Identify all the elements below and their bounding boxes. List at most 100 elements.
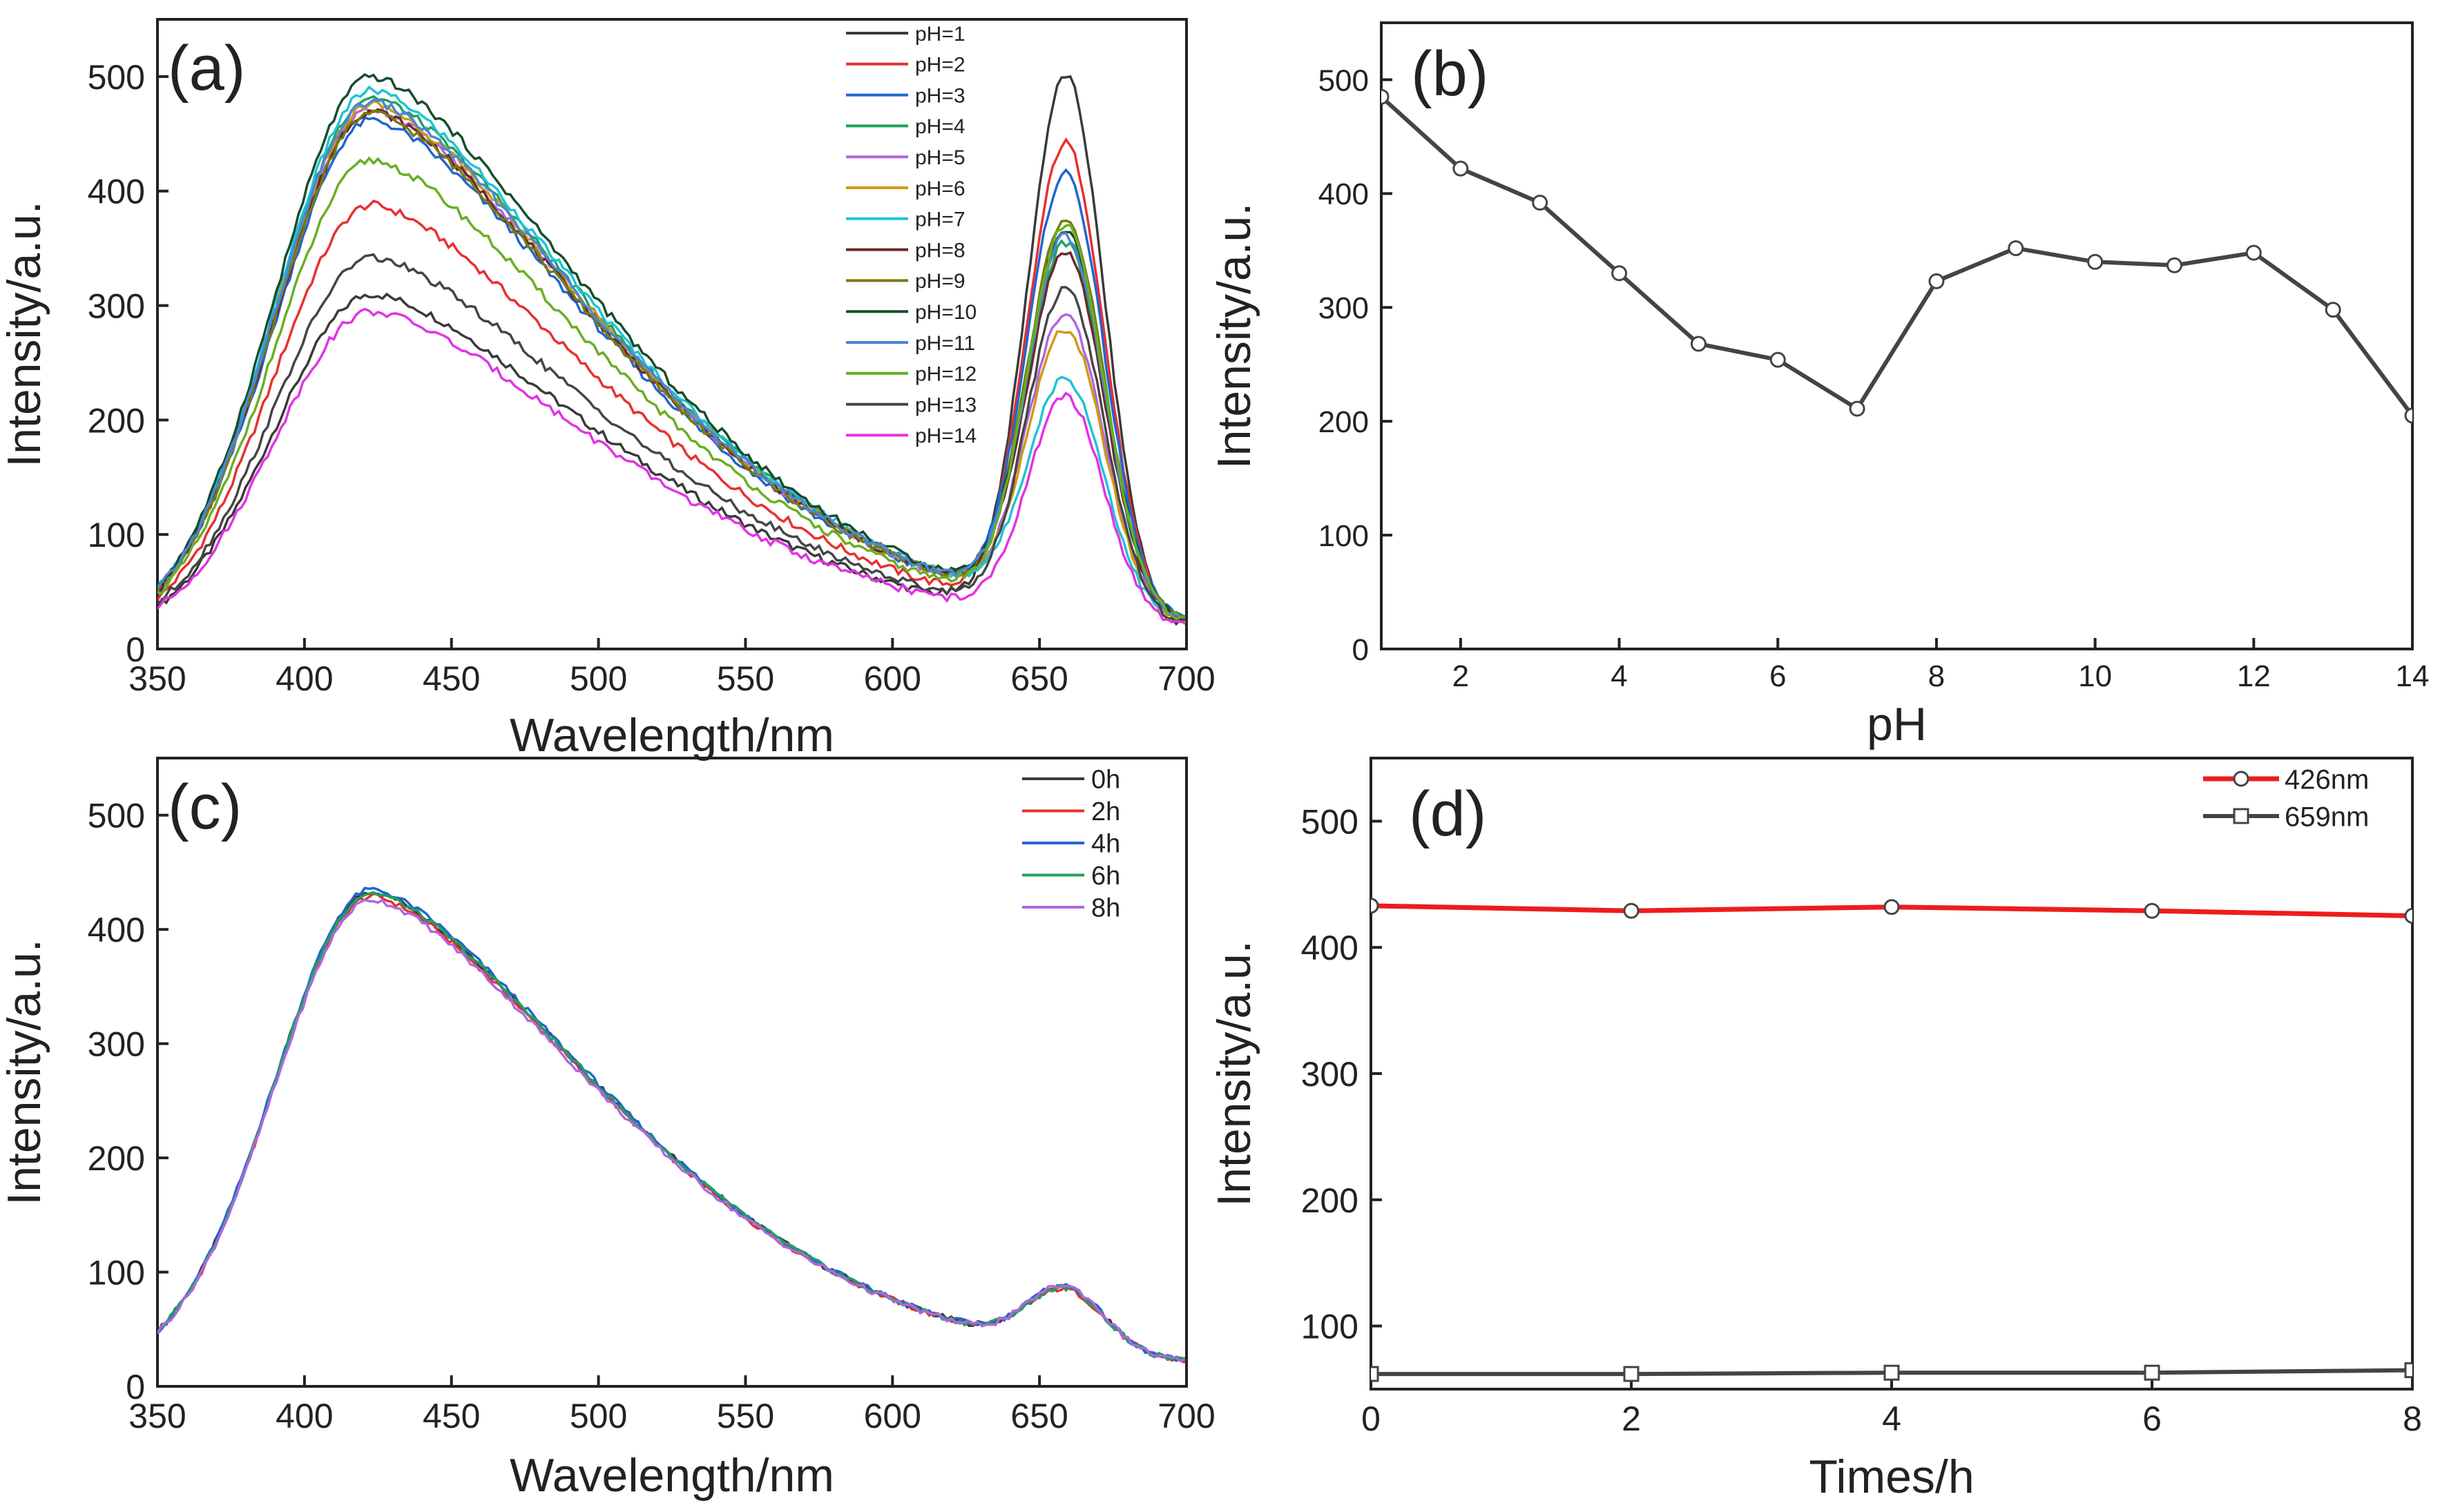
legend-marker: [2233, 808, 2249, 824]
legend: pH=1 pH=2 pH=3 pH=4 pH=5 pH=6 pH=7 pH=8 pH=9 pH=1…: [846, 23, 977, 447]
x-tick-label: 400: [276, 1397, 333, 1435]
data-point: [2404, 908, 2412, 924]
series-line-ph13: [157, 253, 1186, 626]
y-tick-label: 300: [88, 1025, 145, 1064]
x-tick-label: 8: [1928, 659, 1945, 693]
plot-area: [157, 886, 1186, 1364]
data-point: [1623, 902, 1640, 919]
legend-entry: pH=4: [915, 115, 966, 138]
x-tick-label: 400: [276, 659, 333, 698]
series-line-8h: [157, 898, 1186, 1363]
data-point: [2325, 302, 2341, 318]
plot-frame: [1380, 21, 2414, 650]
legend-entry: 8h: [1091, 894, 1120, 923]
legend-entry: 426nm: [2285, 764, 2369, 795]
legend-entry: pH=5: [915, 146, 966, 169]
x-tick-label: 12: [2237, 659, 2271, 693]
x-tick-label: 500: [570, 1397, 627, 1435]
y-tick-label: 200: [88, 1139, 145, 1178]
plot-area: [1381, 88, 2412, 424]
x-tick-label: 500: [570, 659, 627, 698]
data-point: [1532, 195, 1548, 211]
legend-entry: pH=6: [915, 177, 966, 200]
series-line-ph14: [157, 307, 1186, 623]
y-tick-label: 300: [1301, 1055, 1358, 1094]
legend-entry: pH=7: [915, 209, 966, 231]
x-tick-label: 8: [2403, 1399, 2422, 1438]
plot-area: [157, 72, 1187, 626]
y-tick-label: 0: [1352, 633, 1369, 667]
x-tick-label: 450: [423, 659, 480, 698]
data-point: [2245, 244, 2262, 261]
series-line-0h: [157, 891, 1186, 1363]
series-line-ph-intensity: [1381, 95, 2412, 417]
x-tick-label: 10: [2078, 659, 2112, 693]
legend-marker: [2233, 770, 2249, 787]
y-axis-label: Intensity/a.u.: [0, 201, 50, 467]
x-tick-label: 700: [1157, 659, 1215, 698]
data-point: [2087, 253, 2104, 270]
y-tick-label: 400: [1318, 177, 1369, 211]
x-tick-label: 2: [1622, 1399, 1641, 1438]
plot-frame: [156, 757, 1188, 1388]
data-point: [1623, 1366, 1640, 1382]
legend-entry: pH=10: [915, 301, 977, 324]
legend-entry: 4h: [1091, 830, 1120, 859]
y-tick-label: 100: [1301, 1308, 1358, 1346]
data-point: [1849, 400, 1865, 417]
series-line-ph2: [157, 137, 1186, 625]
x-tick-label: 650: [1010, 659, 1068, 698]
plot-area: [1371, 898, 2412, 1382]
x-tick-label: 450: [423, 1397, 480, 1435]
panel-label: (c): [168, 772, 242, 842]
series-line-6h: [157, 891, 1186, 1361]
data-point: [2008, 240, 2024, 257]
data-point: [1883, 1364, 1900, 1381]
x-tick-label: 4: [1882, 1399, 1901, 1438]
data-point: [2404, 407, 2412, 424]
legend-entry: pH=13: [915, 394, 977, 416]
y-axis-label: Intensity/a.u.: [1208, 940, 1260, 1207]
y-tick-label: 100: [88, 516, 145, 554]
y-tick-label: 500: [1318, 64, 1369, 97]
legend-entry: pH=11: [915, 332, 975, 355]
series-line-ph3: [157, 116, 1186, 619]
data-point: [1452, 160, 1469, 177]
x-tick-label: 350: [128, 659, 186, 698]
legend-entry: pH=1: [915, 23, 966, 46]
legend-entry: pH=14: [915, 425, 977, 447]
x-tick-label: 550: [717, 1397, 774, 1435]
y-axis-label: Intensity/a.u.: [0, 939, 50, 1205]
chart-panel-3: 350 400 450 500 550 600 650 700 0 100 200 300 400 500…: [0, 757, 1216, 1502]
data-point: [2144, 902, 2160, 919]
x-tick-label: 4: [1611, 659, 1627, 693]
data-point: [2166, 257, 2182, 273]
x-tick-label: 600: [864, 1397, 921, 1435]
panel-label: (a): [168, 33, 245, 104]
y-tick-label: 400: [88, 173, 145, 211]
y-tick-label: 200: [88, 401, 145, 440]
panel-label: (d): [1409, 779, 1486, 849]
x-tick-label: 650: [1010, 1397, 1068, 1435]
data-point: [1690, 336, 1707, 352]
data-point: [1611, 265, 1628, 282]
legend-entry: 659nm: [2285, 802, 2369, 832]
legend-entry: pH=12: [915, 363, 977, 386]
y-tick-label: 100: [88, 1254, 145, 1292]
panel-label: (b): [1411, 39, 1488, 109]
x-axis-label: Wavelength/nm: [510, 709, 834, 762]
y-tick-label: 0: [126, 630, 145, 669]
y-tick-label: 200: [1318, 405, 1369, 439]
x-tick-label: 350: [128, 1397, 186, 1435]
plot-frame: [1370, 757, 2414, 1390]
series-line-4h: [157, 886, 1186, 1363]
series-line-ph1: [157, 75, 1187, 625]
data-point: [1381, 88, 1390, 105]
data-point: [2144, 1364, 2160, 1381]
legend-entry: 0h: [1091, 766, 1120, 795]
y-tick-label: 0: [126, 1368, 145, 1406]
y-tick-label: 500: [88, 797, 145, 835]
y-tick-label: 300: [1318, 291, 1369, 325]
legend: 426nm 659nm: [2203, 764, 2369, 832]
